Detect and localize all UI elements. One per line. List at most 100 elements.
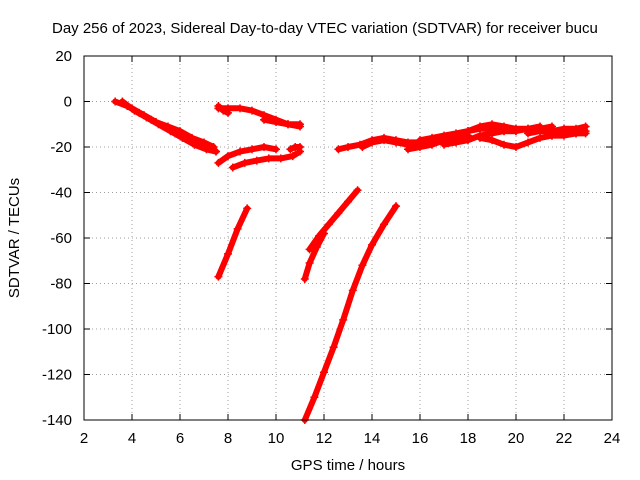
y-axis-title: SDTVAR / TECUs [6, 178, 23, 298]
data-point [428, 133, 436, 142]
x-tick-label: 22 [556, 430, 573, 447]
data-point [288, 152, 297, 161]
x-tick-label: 14 [364, 430, 381, 447]
grid-layer [84, 56, 612, 420]
data-point [272, 145, 280, 154]
data-point [128, 104, 136, 113]
x-tick-label: 20 [508, 430, 525, 447]
data-point [524, 138, 532, 147]
series-layer [111, 97, 590, 424]
data-point [329, 343, 338, 352]
data-point [380, 220, 388, 229]
data-point [190, 140, 199, 149]
data-point [476, 122, 484, 131]
data-point [440, 131, 448, 140]
series-arc-5 [214, 143, 280, 167]
data-point [276, 154, 285, 163]
data-point [344, 143, 352, 151]
data-point [488, 120, 496, 129]
data-point [500, 140, 508, 149]
chart-title: Day 256 of 2023, Sidereal Day-to-day VTE… [52, 20, 598, 37]
data-point [500, 127, 508, 136]
data-point [488, 129, 496, 138]
data-point [404, 145, 412, 154]
data-point [353, 186, 362, 195]
data-point [152, 117, 160, 126]
data-point [305, 259, 314, 268]
data-point [296, 120, 304, 129]
data-point [272, 117, 280, 126]
series-line [215, 205, 251, 280]
data-point [440, 140, 448, 149]
data-point [248, 106, 256, 115]
data-point [214, 158, 223, 167]
y-tick-label: -140 [42, 412, 72, 429]
series-arc-10 [305, 186, 362, 254]
data-point [524, 129, 532, 138]
x-tick-label: 4 [128, 430, 136, 447]
series-arc-8 [214, 204, 252, 281]
data-point [164, 122, 172, 131]
x-axis-title: GPS time / hours [291, 457, 405, 474]
data-point [512, 143, 520, 151]
data-point [219, 106, 228, 115]
data-point [452, 129, 460, 138]
data-point [315, 231, 324, 240]
data-point [344, 197, 352, 206]
data-point [392, 138, 400, 147]
data-point [111, 97, 120, 106]
data-point [358, 261, 367, 270]
data-point [536, 127, 544, 136]
data-point [348, 286, 357, 295]
data-point [284, 120, 292, 129]
x-tick-label: 18 [460, 430, 477, 447]
data-point [416, 136, 424, 145]
series-line [129, 105, 217, 150]
data-point [512, 127, 520, 136]
data-point [310, 393, 319, 402]
series-arc-1c [128, 104, 218, 151]
data-point [224, 108, 232, 117]
data-point [305, 245, 314, 254]
series-line [301, 203, 399, 423]
data-point [212, 147, 220, 156]
data-point [548, 131, 556, 140]
series-line [549, 128, 589, 139]
data-point [264, 154, 273, 163]
series-arc-16 [440, 122, 556, 149]
data-point [140, 111, 148, 120]
data-point [300, 274, 309, 283]
data-point [286, 145, 295, 154]
x-tick-label: 12 [316, 430, 333, 447]
data-point [236, 104, 244, 113]
x-tick-label: 10 [268, 430, 285, 447]
data-point [214, 102, 223, 111]
data-point [224, 152, 232, 161]
data-point [368, 138, 376, 147]
data-point [118, 97, 127, 106]
series-arc-4 [214, 102, 232, 117]
data-point [228, 163, 237, 172]
data-point [260, 115, 268, 124]
data-point [324, 220, 333, 229]
data-point [252, 156, 261, 165]
data-point [368, 240, 376, 249]
y-tick-label: -20 [50, 139, 72, 156]
data-point [236, 147, 244, 156]
data-point [320, 368, 328, 377]
data-point [339, 315, 348, 324]
y-tick-label: -100 [42, 321, 72, 338]
data-point [240, 158, 249, 167]
y-tick-label: 0 [64, 94, 72, 111]
series-line [261, 116, 303, 128]
data-point [536, 133, 544, 142]
data-point [260, 143, 268, 151]
x-tick-label: 8 [224, 430, 232, 447]
data-point [358, 143, 367, 151]
y-tick-label: -80 [50, 276, 72, 293]
y-tick-label: -40 [50, 185, 72, 202]
data-point [296, 143, 304, 151]
series-arc-18 [524, 122, 590, 138]
series-line [306, 187, 361, 253]
